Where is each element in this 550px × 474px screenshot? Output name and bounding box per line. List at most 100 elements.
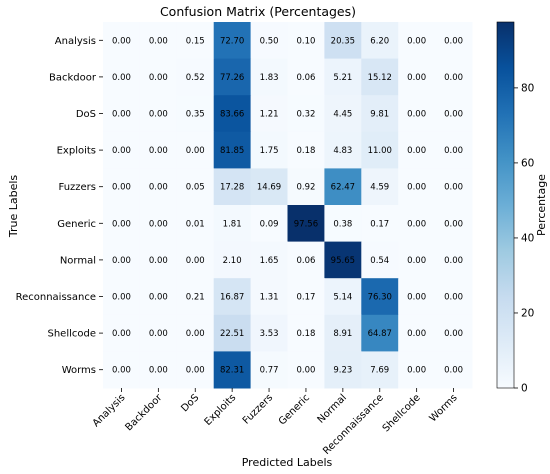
cell-value-label: 0.17 bbox=[296, 293, 315, 303]
heatmap-cell bbox=[287, 131, 325, 169]
cell-value-label: 0.00 bbox=[444, 110, 463, 120]
cell-value-label: 20.35 bbox=[331, 36, 355, 46]
cell-value-label: 64.87 bbox=[368, 329, 392, 339]
cell-value-label: 0.00 bbox=[112, 36, 131, 46]
cell-value-label: 5.14 bbox=[333, 293, 352, 303]
heatmap-cell bbox=[103, 58, 141, 96]
cell-value-label: 0.00 bbox=[186, 256, 205, 266]
heatmap-cell bbox=[287, 95, 325, 133]
cell-value-label: 0.21 bbox=[186, 293, 205, 303]
heatmap-cell bbox=[250, 22, 288, 60]
heatmap-cell bbox=[139, 205, 178, 243]
cell-value-label: 0.00 bbox=[444, 183, 463, 193]
cell-value-label: 0.00 bbox=[186, 366, 205, 376]
heatmap-cell bbox=[324, 314, 362, 352]
heatmap-cell bbox=[139, 278, 178, 316]
y-tick-label: Shellcode bbox=[47, 329, 96, 340]
cell-value-label: 0.00 bbox=[149, 110, 168, 120]
cell-value-label: 1.75 bbox=[260, 146, 279, 156]
heatmap-cell bbox=[324, 58, 362, 96]
y-tick-label: Generic bbox=[57, 219, 96, 230]
heatmap-cell bbox=[398, 278, 436, 316]
cell-value-label: 81.85 bbox=[220, 146, 244, 156]
heatmap-cell bbox=[435, 95, 473, 133]
cell-value-label: 0.18 bbox=[296, 329, 315, 339]
x-tick-label: Fuzzers bbox=[241, 392, 275, 426]
cell-value-label: 76.30 bbox=[368, 293, 392, 303]
heatmap-cell bbox=[139, 241, 178, 279]
x-axis-label: Predicted Labels bbox=[242, 456, 333, 469]
cell-value-label: 0.00 bbox=[407, 366, 426, 376]
heatmap-cell bbox=[287, 168, 325, 206]
heatmap-cell bbox=[139, 168, 178, 206]
cell-value-label: 0.00 bbox=[112, 110, 131, 120]
heatmap-cell bbox=[435, 314, 473, 352]
cell-value-label: 0.00 bbox=[149, 293, 168, 303]
cell-value-label: 0.01 bbox=[186, 219, 205, 229]
heatmap-cell bbox=[398, 131, 436, 169]
heatmap-cell-labels: 0.00 0.00 0.15 72.70 0.50 0.10 20.35 6.20 0.00 0.… bbox=[112, 36, 463, 375]
heatmap-cell bbox=[398, 351, 436, 389]
heatmap-cell bbox=[176, 205, 215, 243]
cell-value-label: 0.00 bbox=[407, 183, 426, 193]
cell-value-label: 0.92 bbox=[296, 183, 315, 193]
heatmap-cell bbox=[287, 351, 325, 389]
cell-value-label: 0.10 bbox=[296, 36, 315, 46]
heatmap-cell bbox=[103, 241, 141, 279]
cell-value-label: 0.00 bbox=[149, 329, 168, 339]
heatmap-cell bbox=[176, 95, 215, 133]
cell-value-label: 0.00 bbox=[407, 36, 426, 46]
heatmap-cell bbox=[398, 58, 436, 96]
heatmap-cell bbox=[103, 351, 141, 389]
heatmap-cell bbox=[287, 22, 325, 60]
heatmap-cell bbox=[103, 278, 141, 316]
heatmap-cell bbox=[250, 205, 288, 243]
cell-value-label: 97.56 bbox=[294, 219, 318, 229]
heatmap-cell bbox=[287, 278, 325, 316]
heatmap-cell bbox=[213, 205, 252, 243]
heatmap-cell bbox=[398, 241, 436, 279]
heatmap-cell bbox=[103, 22, 141, 60]
x-tick-label: Shellcode bbox=[381, 392, 423, 434]
heatmap-cell bbox=[139, 58, 178, 96]
heatmap-cell bbox=[103, 95, 141, 133]
y-tick-label: Analysis bbox=[55, 36, 96, 47]
cell-value-label: 17.28 bbox=[220, 183, 244, 193]
x-tick-label: Analysis bbox=[91, 392, 128, 429]
cell-value-label: 0.00 bbox=[296, 366, 315, 376]
cell-value-label: 0.00 bbox=[407, 73, 426, 83]
heatmap-cell bbox=[139, 22, 178, 60]
cell-value-label: 0.00 bbox=[112, 366, 131, 376]
cell-value-label: 14.69 bbox=[257, 183, 281, 193]
cell-value-label: 83.66 bbox=[220, 110, 244, 120]
cell-value-label: 0.50 bbox=[260, 36, 279, 46]
cell-value-label: 0.15 bbox=[186, 36, 205, 46]
cell-value-label: 0.00 bbox=[407, 146, 426, 156]
heatmap-cell bbox=[324, 241, 362, 279]
heatmap-cell bbox=[361, 314, 399, 352]
heatmap-cell bbox=[287, 58, 325, 96]
cell-value-label: 0.00 bbox=[444, 36, 463, 46]
heatmap-cell bbox=[250, 58, 288, 96]
cell-value-label: 0.00 bbox=[112, 219, 131, 229]
colorbar-tick-label: 0 bbox=[521, 383, 528, 395]
heatmap-cell bbox=[324, 168, 362, 206]
heatmap-cell bbox=[213, 314, 252, 352]
colorbar-label: Percentage bbox=[535, 174, 548, 236]
heatmap-cell bbox=[139, 95, 178, 133]
cell-value-label: 0.00 bbox=[149, 36, 168, 46]
cell-value-label: 9.81 bbox=[370, 110, 389, 120]
heatmap-cell bbox=[103, 131, 141, 169]
cell-value-label: 16.87 bbox=[220, 293, 244, 303]
cell-value-label: 5.21 bbox=[333, 73, 352, 83]
colorbar-tick-label: 80 bbox=[521, 82, 534, 94]
heatmap-cell bbox=[250, 278, 288, 316]
cell-value-label: 0.00 bbox=[112, 183, 131, 193]
heatmap-cell bbox=[435, 241, 473, 279]
cell-value-label: 6.20 bbox=[370, 36, 389, 46]
heatmap-cell bbox=[398, 205, 436, 243]
heatmap-cell bbox=[361, 278, 399, 316]
y-tick-label: Worms bbox=[62, 365, 96, 376]
